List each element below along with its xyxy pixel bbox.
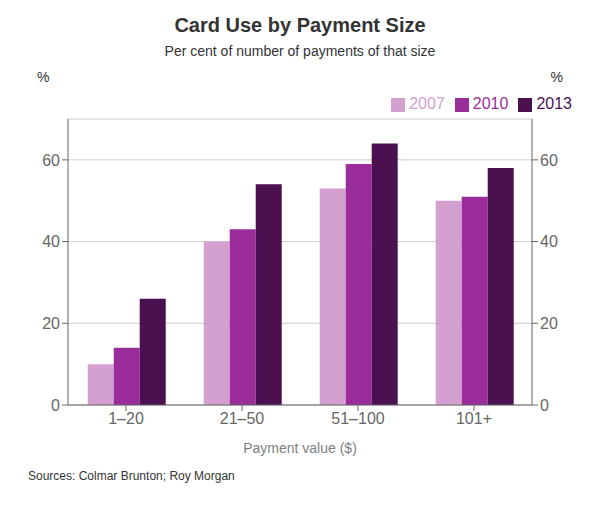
svg-text:21–50: 21–50 xyxy=(220,410,265,427)
svg-text:40: 40 xyxy=(540,233,558,250)
html-text:2010: 2010 xyxy=(472,95,509,112)
svg-text:20: 20 xyxy=(540,315,558,332)
svg-text:60: 60 xyxy=(540,152,558,169)
html-text:2007: 2007 xyxy=(409,95,445,112)
svg-text:60: 60 xyxy=(42,152,60,169)
svg-text:0: 0 xyxy=(540,397,549,414)
svg-text:40: 40 xyxy=(42,233,60,250)
svg-text:0: 0 xyxy=(51,397,60,414)
html-text:Per cent of number of payments: Per cent of number of payments of that s… xyxy=(164,43,436,59)
svg-text:51–100: 51–100 xyxy=(331,410,384,427)
html-text:Card Use by Payment Size: Card Use by Payment Size xyxy=(174,14,426,36)
svg-text:1–20: 1–20 xyxy=(108,410,144,427)
svg-text:101+: 101+ xyxy=(456,410,492,427)
svg-text:Payment value ($): Payment value ($) xyxy=(243,440,357,456)
html-text:2013: 2013 xyxy=(536,95,572,112)
html-text:Sources: Colmar Brunton; Roy M: Sources: Colmar Brunton; Roy Morgan xyxy=(28,469,235,483)
svg-text:20: 20 xyxy=(42,315,60,332)
